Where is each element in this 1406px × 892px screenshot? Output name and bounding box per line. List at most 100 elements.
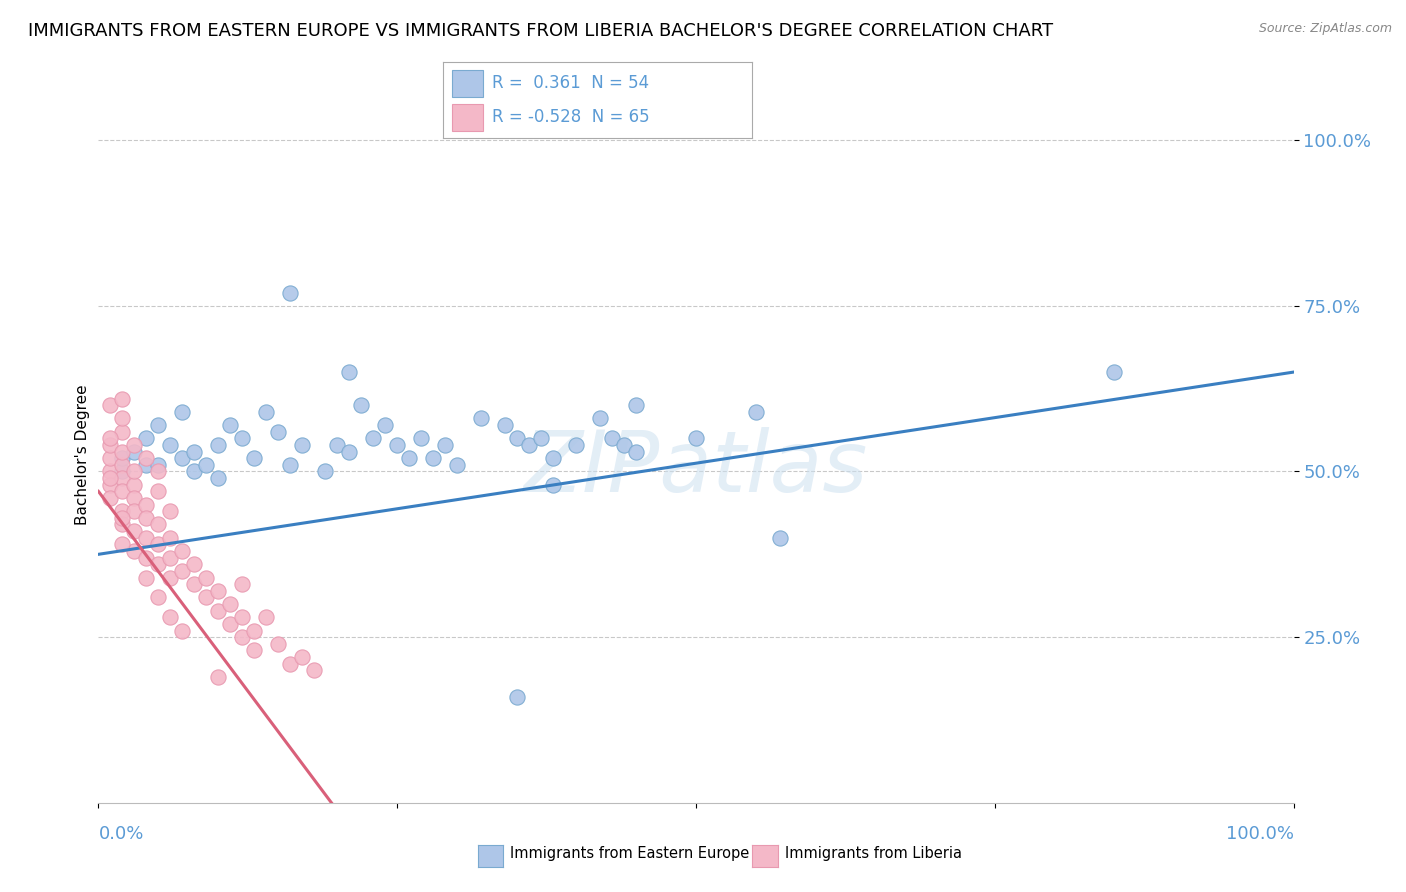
Point (541, 477, 564, 491)
Point (745, 405, 768, 419)
Point (98, 438, 122, 452)
Point (148, 537, 170, 551)
Point (624, 444, 647, 458)
Point (231, 630, 253, 644)
Point (135, 531, 157, 545)
Point (506, 690, 529, 704)
Point (194, 458, 217, 472)
Point (111, 392, 134, 406)
Point (159, 570, 181, 584)
Point (207, 583, 229, 598)
Point (148, 458, 170, 472)
Point (135, 431, 157, 445)
Point (148, 591, 170, 605)
Point (111, 471, 134, 485)
Point (183, 577, 205, 591)
Point (278, 458, 301, 472)
Point (517, 438, 540, 452)
Point (326, 438, 349, 452)
Point (98, 465, 122, 479)
Point (135, 458, 157, 472)
Point (207, 438, 229, 452)
Point (183, 444, 205, 458)
Point (470, 411, 492, 425)
Point (124, 438, 146, 452)
Point (685, 431, 707, 445)
Text: IMMIGRANTS FROM EASTERN EUROPE VS IMMIGRANTS FROM LIBERIA BACHELOR'S DEGREE CORR: IMMIGRANTS FROM EASTERN EUROPE VS IMMIGR… (28, 22, 1053, 40)
Point (231, 610, 253, 624)
Point (183, 465, 205, 479)
Point (411, 431, 433, 445)
Point (111, 465, 134, 479)
Point (1102, 365, 1125, 379)
Point (98, 398, 122, 412)
Point (148, 558, 170, 572)
Point (267, 637, 290, 651)
Point (111, 537, 134, 551)
Y-axis label: Bachelor's Degree: Bachelor's Degree (75, 384, 90, 525)
Point (111, 451, 134, 466)
Text: Immigrants from Liberia: Immigrants from Liberia (785, 847, 962, 861)
Point (98, 451, 122, 466)
Point (124, 544, 146, 558)
Point (278, 285, 301, 300)
Point (124, 444, 146, 458)
Point (159, 531, 181, 545)
Point (124, 477, 146, 491)
Point (363, 431, 385, 445)
Text: 100.0%: 100.0% (1226, 825, 1294, 843)
Point (506, 431, 529, 445)
Text: R = -0.528  N = 65: R = -0.528 N = 65 (492, 109, 650, 127)
Point (385, 438, 409, 452)
Point (231, 577, 253, 591)
Point (148, 484, 170, 499)
Point (159, 504, 181, 518)
Point (111, 458, 134, 472)
Text: Immigrants from Eastern Europe: Immigrants from Eastern Europe (510, 847, 749, 861)
Point (98, 431, 122, 445)
Point (135, 451, 157, 466)
Point (135, 511, 157, 525)
Point (374, 418, 396, 433)
Point (422, 451, 444, 466)
Point (148, 418, 170, 433)
Point (111, 411, 134, 425)
Point (219, 597, 242, 611)
Point (111, 517, 134, 532)
Point (124, 465, 146, 479)
Point (231, 431, 253, 445)
Point (111, 504, 134, 518)
Point (172, 451, 194, 466)
Bar (453, 104, 484, 130)
Point (350, 398, 373, 412)
Point (135, 550, 157, 565)
Point (194, 570, 217, 584)
Point (159, 550, 181, 565)
Point (243, 451, 266, 466)
Point (207, 471, 229, 485)
Point (135, 498, 157, 512)
Point (541, 451, 564, 466)
Point (172, 564, 194, 578)
Point (278, 657, 301, 671)
Point (159, 610, 181, 624)
Point (589, 411, 612, 425)
Point (613, 438, 636, 452)
Text: ZIPatlas: ZIPatlas (524, 427, 868, 510)
Point (135, 570, 157, 584)
Point (315, 465, 337, 479)
Point (219, 418, 242, 433)
Point (172, 544, 194, 558)
Point (183, 558, 205, 572)
Point (302, 663, 325, 677)
Point (124, 491, 146, 505)
Point (494, 418, 516, 433)
Point (433, 438, 456, 452)
Point (624, 398, 647, 412)
Point (159, 438, 181, 452)
Text: Source: ZipAtlas.com: Source: ZipAtlas.com (1258, 22, 1392, 36)
Point (267, 425, 290, 439)
Point (600, 431, 623, 445)
Point (111, 425, 134, 439)
Point (172, 405, 194, 419)
